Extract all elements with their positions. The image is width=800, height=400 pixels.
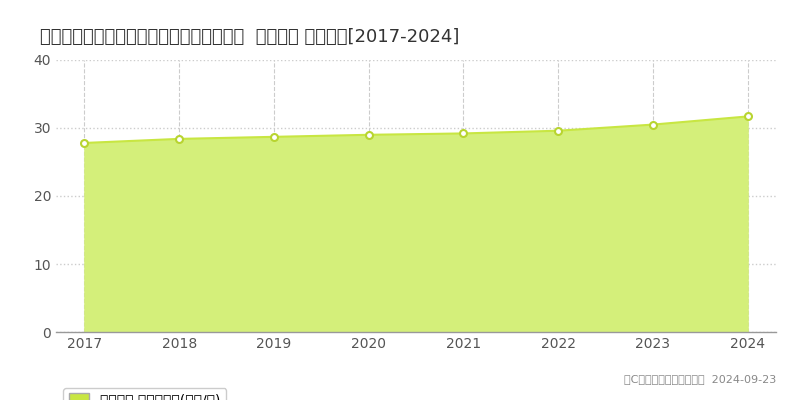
Legend: 公示地価 平均坪単価(万円/坪): 公示地価 平均坪単価(万円/坪): [63, 388, 226, 400]
Text: 千葉県成田市はなのき台１丁目２２番１３  公示地価 地価推移[2017-2024]: 千葉県成田市はなのき台１丁目２２番１３ 公示地価 地価推移[2017-2024]: [40, 28, 459, 46]
Text: （C）土地価格ドットコム  2024-09-23: （C）土地価格ドットコム 2024-09-23: [624, 374, 776, 384]
